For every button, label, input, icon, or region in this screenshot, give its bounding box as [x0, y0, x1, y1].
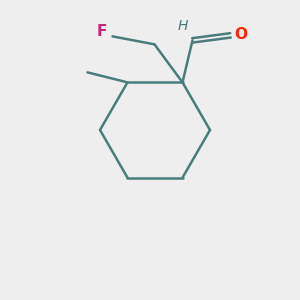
Text: O: O: [234, 27, 247, 42]
Text: H: H: [177, 20, 188, 33]
Text: F: F: [96, 24, 107, 39]
